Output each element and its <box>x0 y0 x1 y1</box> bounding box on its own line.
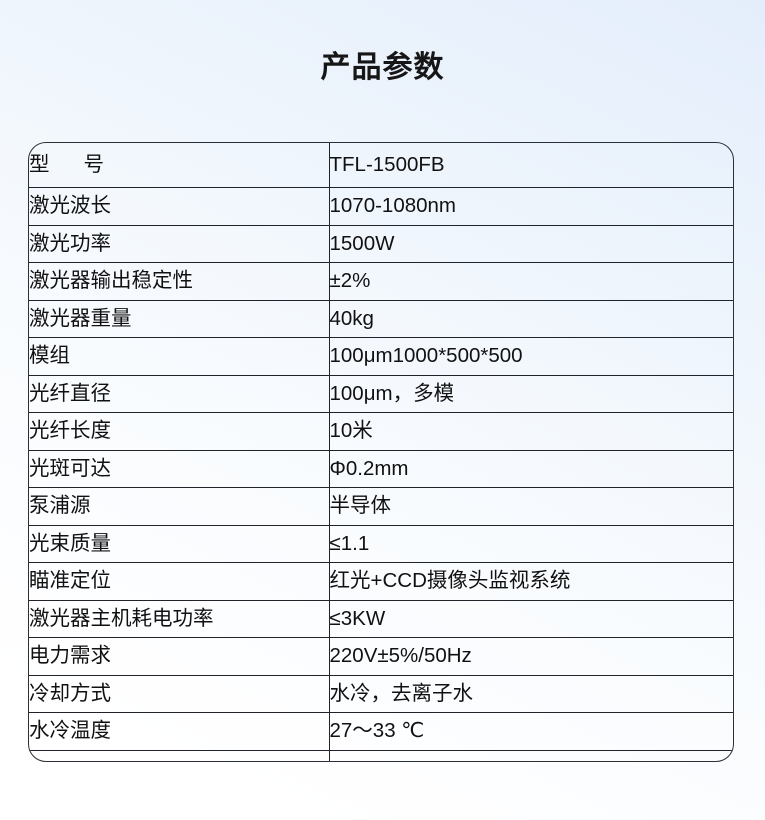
spec-label-model-char-b: 号 <box>83 153 105 177</box>
spec-label-fiber-length: 光纤长度 <box>29 412 329 451</box>
spec-label-cooling-method: 冷却方式 <box>29 675 329 713</box>
spec-value-host-consumption: ≤3KW <box>328 600 733 638</box>
spec-value-aiming: 红光+CCD摄像头监视系统 <box>328 562 733 601</box>
spec-value-module: 100μm1000*500*500 <box>328 337 733 376</box>
spec-label-host-consumption: 激光器主机耗电功率 <box>29 600 329 638</box>
spec-table-card: 型号 TFL-1500FB 激光波长 1070-1080nm 激光功率 1500… <box>28 142 734 762</box>
table-row: 水冷温度 27～33 ℃ <box>29 712 733 751</box>
spec-label-laser-weight: 激光器重量 <box>29 300 329 338</box>
table-row: 模组 100μm1000*500*500 <box>29 337 733 376</box>
spec-value-wavelength: 1070-1080nm <box>328 187 733 226</box>
table-row: 泵浦源 半导体 <box>29 487 733 526</box>
table-filler-value-cell <box>328 750 733 761</box>
spec-table: 型号 TFL-1500FB 激光波长 1070-1080nm 激光功率 1500… <box>29 143 733 761</box>
spec-value-water-temperature: 27～33 ℃ <box>328 712 733 751</box>
table-row: 光斑可达 Φ0.2mm <box>29 450 733 488</box>
table-row: 光纤直径 100μm，多模 <box>29 375 733 413</box>
spec-table-body: 型号 TFL-1500FB 激光波长 1070-1080nm 激光功率 1500… <box>29 143 733 761</box>
page-title: 产品参数 <box>320 51 445 84</box>
spec-value-power: 1500W <box>328 225 733 263</box>
table-row: 激光波长 1070-1080nm <box>29 187 733 226</box>
table-row: 光束质量 ≤1.1 <box>29 525 733 563</box>
spec-label-model: 型号 <box>29 143 329 188</box>
table-filler-label-cell <box>29 750 329 761</box>
spec-value-fiber-length: 10米 <box>328 412 733 451</box>
spec-label-pump-source: 泵浦源 <box>29 487 329 526</box>
spec-label-model-char-a: 型 <box>29 153 50 177</box>
spec-value-cooling-method: 水冷，去离子水 <box>328 675 733 713</box>
spec-label-water-temperature: 水冷温度 <box>29 712 329 751</box>
spec-value-output-stability: ±2% <box>328 262 733 301</box>
table-filler-row <box>29 750 733 761</box>
table-row: 瞄准定位 红光+CCD摄像头监视系统 <box>29 562 733 601</box>
table-row: 激光器主机耗电功率 ≤3KW <box>29 600 733 638</box>
spec-label-output-stability: 激光器输出稳定性 <box>29 262 329 301</box>
spec-label-fiber-diameter: 光纤直径 <box>29 375 329 413</box>
table-row: 电力需求 220V±5%/50Hz <box>29 637 733 676</box>
spec-label-power-requirement: 电力需求 <box>29 637 329 676</box>
spec-value-power-requirement: 220V±5%/50Hz <box>328 637 733 676</box>
table-row: 激光器输出稳定性 ±2% <box>29 262 733 301</box>
spec-label-aiming: 瞄准定位 <box>29 562 329 601</box>
spec-value-model: TFL-1500FB <box>328 143 733 188</box>
spec-label-module: 模组 <box>29 337 329 376</box>
spec-value-beam-quality: ≤1.1 <box>328 525 733 563</box>
spec-value-pump-source: 半导体 <box>328 487 733 526</box>
table-row: 激光功率 1500W <box>29 225 733 263</box>
spec-label-power: 激光功率 <box>29 225 329 263</box>
table-row: 激光器重量 40kg <box>29 300 733 338</box>
spec-label-wavelength: 激光波长 <box>29 187 329 226</box>
spec-label-beam-quality: 光束质量 <box>29 525 329 563</box>
table-row: 光纤长度 10米 <box>29 412 733 451</box>
spec-value-fiber-diameter: 100μm，多模 <box>328 375 733 413</box>
spec-value-spot-size: Φ0.2mm <box>328 450 733 488</box>
table-row: 冷却方式 水冷，去离子水 <box>29 675 733 713</box>
spec-value-laser-weight: 40kg <box>328 300 733 338</box>
table-row: 型号 TFL-1500FB <box>29 143 733 188</box>
spec-label-spot-size: 光斑可达 <box>29 450 329 488</box>
